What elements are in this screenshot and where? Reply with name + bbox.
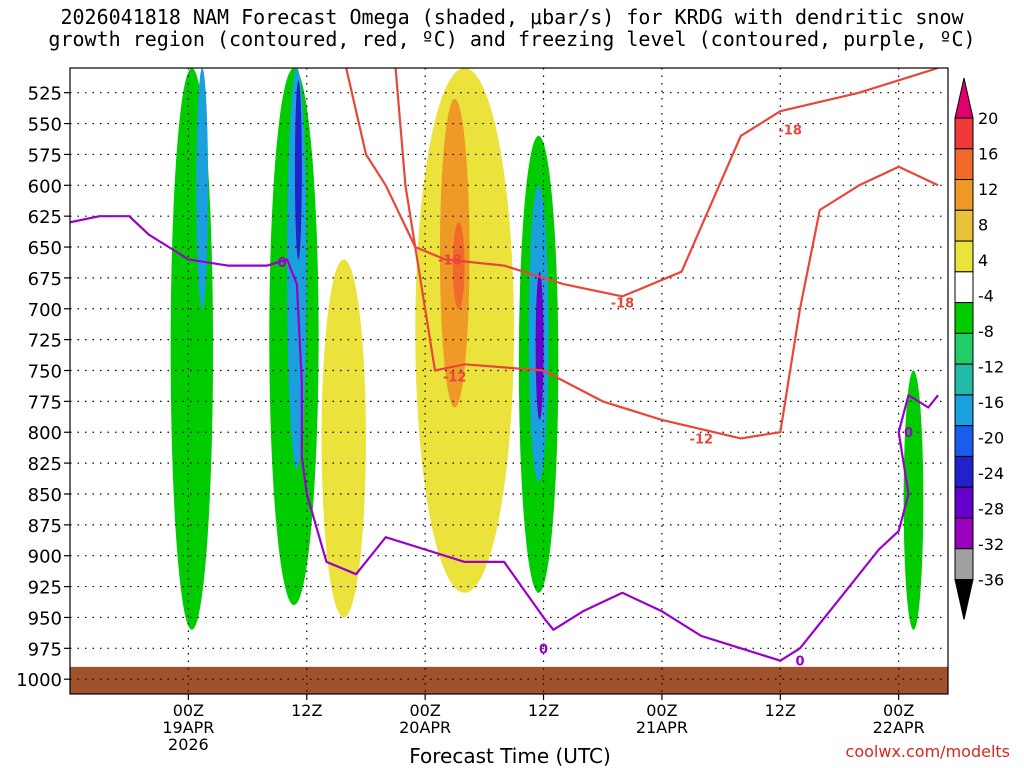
contour-label-6: 0 (539, 642, 548, 657)
x-tick-label-5-0: 12Z (765, 701, 796, 720)
colorbar-box-9 (954, 394, 974, 427)
colorbar-bottom-triangle (954, 579, 974, 620)
contour-label-4: -18 (778, 124, 802, 139)
contour-label-0: 0 (278, 256, 287, 271)
x-tick-label-3-0: 12Z (528, 701, 559, 720)
y-axis-ticks: 525 550 575 600 625 650 675 700 725 750 775 800 825 8… (16, 84, 70, 691)
descent-band-d-max (452, 222, 465, 309)
colorbar-label-7: -12 (978, 358, 1004, 377)
colorbar-box-14 (954, 548, 974, 581)
colorbar-label-2: 12 (978, 180, 998, 199)
colorbar-box-1 (954, 148, 974, 181)
x-tick-label-1-0: 12Z (291, 701, 322, 720)
contour-label-1: -18 (438, 253, 462, 268)
colorbar-box-6 (954, 302, 974, 334)
y-tick-label-825: 825 (28, 454, 62, 475)
colorbar-label-8: -16 (978, 393, 1004, 412)
y-tick-label-650: 650 (28, 238, 62, 259)
colorbar-box-13 (954, 517, 974, 550)
colorbar-label-5: -4 (978, 287, 994, 306)
y-tick-label-975: 975 (28, 639, 62, 660)
colorbar-label-4: 4 (978, 251, 988, 270)
contour-labels: 0 -18 -12 -18 -18 -12 0 0 0 (278, 124, 913, 670)
x-tick-label-0-2: 2026 (168, 735, 209, 754)
colorbar-label-12: -32 (978, 535, 1004, 554)
y-tick-label-550: 550 (28, 115, 62, 136)
x-tick-label-2-1: 20APR (399, 718, 451, 737)
colorbar-box-11 (954, 455, 974, 488)
descent-band-c (321, 259, 366, 618)
y-tick-label-775: 775 (28, 392, 62, 413)
x-tick-label-0-1: 19APR (162, 718, 214, 737)
colorbar: 20 16 12 8 4 -4 -8 -12 -16 -20 -24 -28 -32 -36 (954, 77, 1004, 620)
colorbar-label-1: 16 (978, 145, 998, 164)
y-tick-label-1000: 1000 (16, 670, 62, 691)
y-tick-label-750: 750 (28, 362, 62, 383)
y-tick-label-875: 875 (28, 516, 62, 537)
chart-title: 2026041818 NAM Forecast Omega (shaded, μ… (48, 5, 976, 51)
y-tick-label-625: 625 (28, 207, 62, 228)
y-tick-label-800: 800 (28, 423, 62, 444)
colorbar-top-triangle (954, 77, 974, 119)
ascent-band-a-core (196, 68, 209, 309)
colorbar-label-13: -36 (978, 571, 1004, 590)
y-tick-label-675: 675 (28, 269, 62, 290)
ascent-band-b-max (294, 80, 302, 260)
x-tick-label-6-0: 00Z (883, 701, 914, 720)
colorbar-label-10: -24 (978, 464, 1004, 483)
y-tick-label-575: 575 (28, 145, 62, 166)
credit-text: coolwx.com/modelts (845, 742, 1010, 761)
x-tick-label-2-0: 00Z (409, 701, 440, 720)
colorbar-box-8 (954, 363, 974, 396)
colorbar-box-7 (954, 332, 974, 365)
terrain-layer (70, 666, 948, 694)
y-tick-label-925: 925 (28, 578, 62, 599)
contour-label-7: 0 (795, 655, 804, 670)
contour-lines (70, 68, 939, 662)
ascent-band-f (903, 370, 924, 630)
ascent-band-e-max (535, 271, 544, 420)
dgz-upper (345, 68, 939, 298)
colorbar-box-2 (954, 179, 974, 211)
contour-label-2: -12 (443, 371, 467, 386)
x-tick-label-0-0: 00Z (173, 701, 204, 720)
colorbar-box-5 (954, 271, 974, 304)
colorbar-label-9: -20 (978, 429, 1004, 448)
colorbar-label-11: -28 (978, 500, 1004, 519)
freezing-level (70, 215, 939, 662)
y-tick-label-700: 700 (28, 300, 62, 321)
omega-regions (170, 68, 924, 630)
colorbar-box-0 (954, 117, 974, 150)
terrain (70, 666, 948, 694)
colorbar-box-12 (954, 486, 974, 519)
y-tick-label-850: 850 (28, 485, 62, 506)
y-tick-label-525: 525 (28, 84, 62, 105)
x-tick-label-6-1: 22APR (873, 718, 925, 737)
y-tick-label-725: 725 (28, 331, 62, 352)
y-tick-label-950: 950 (28, 608, 62, 629)
contour-label-8: 0 (904, 426, 913, 441)
colorbar-label-3: 8 (978, 216, 988, 235)
contour-label-5: -12 (690, 432, 714, 447)
y-tick-label-900: 900 (28, 547, 62, 568)
contour-label-3: -18 (611, 297, 635, 312)
colorbar-box-10 (954, 425, 974, 457)
x-axis-label: Forecast Time (UTC) (409, 744, 611, 768)
x-tick-label-4-0: 00Z (646, 701, 677, 720)
x-tick-label-4-1: 21APR (636, 718, 688, 737)
y-tick-label-600: 600 (28, 176, 62, 197)
colorbar-label-0: 20 (978, 109, 998, 128)
plot-frame (69, 67, 949, 695)
colorbar-label-6: -8 (978, 322, 994, 341)
dgz-lower (394, 68, 939, 440)
colorbar-box-4 (954, 240, 974, 273)
colorbar-box-3 (954, 209, 974, 242)
